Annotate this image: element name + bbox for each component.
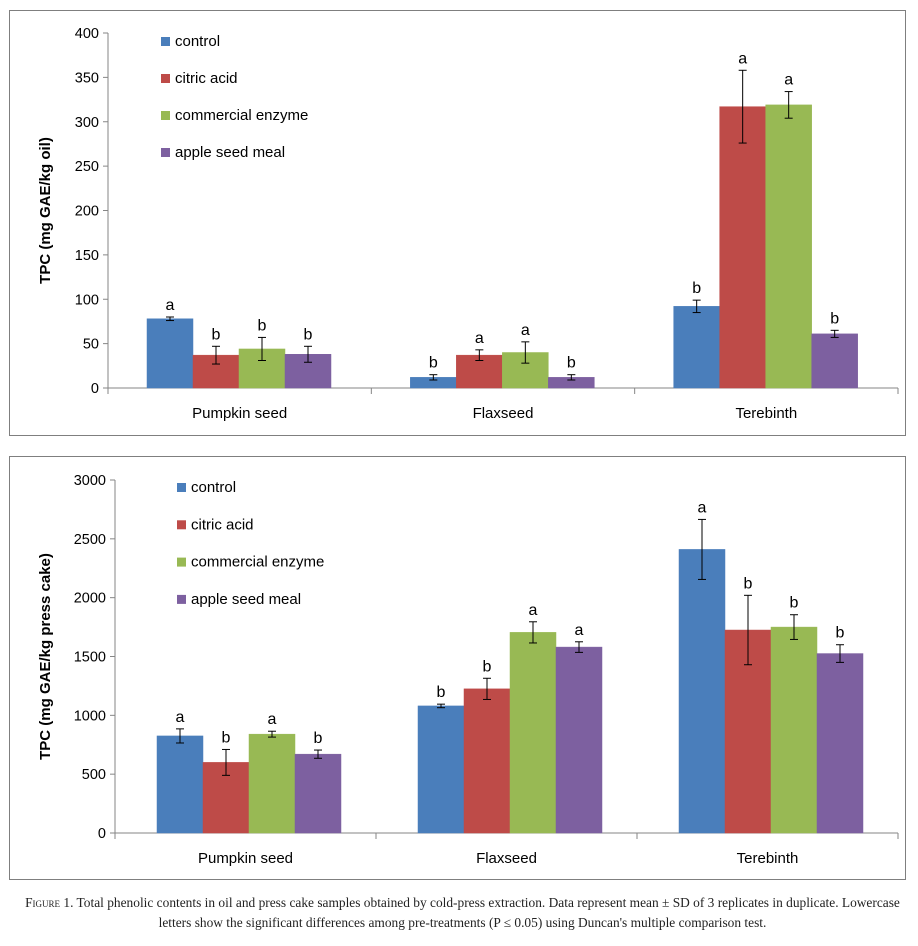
y-axis-label: TPC (mg GAE/kg oil)	[37, 137, 54, 284]
y-tick-label: 0	[91, 381, 99, 397]
legend-label-apple-seed-meal: apple seed meal	[191, 591, 301, 608]
significance-letter: b	[483, 658, 492, 675]
y-tick-label: 300	[75, 115, 99, 131]
significance-letter: a	[738, 50, 747, 67]
bar-terebinth-citric-acid	[719, 106, 766, 389]
oil-tpc-chart: 0 50 100 150 200 250 300 350 400 TPC (mg GAE/kg o…	[37, 26, 899, 422]
caption-text: Total phenolic contents in oil and press…	[76, 895, 900, 930]
legend-swatch-commercial-enzyme	[161, 111, 170, 120]
press-cake-tpc-chart-panel: 0 500 1000 1500 2000 2500 3000 TPC (mg GAE/kg p…	[9, 456, 906, 880]
bar-terebinth-commercial-enzyme	[765, 104, 812, 389]
legend-swatch-citric-acid	[177, 520, 186, 530]
x-tick-label-flaxseed: Flaxseed	[476, 850, 537, 867]
significance-letter: a	[784, 72, 793, 89]
bar-terebinth-commercial-enzyme	[770, 626, 818, 834]
legend-label-citric-acid: citric acid	[191, 516, 254, 533]
significance-letter: b	[212, 326, 221, 343]
bar-pumpkin-seed-commercial-enzyme	[248, 733, 296, 834]
bar-pumpkin-seed-apple-seed-meal	[294, 753, 342, 834]
bar-terebinth-apple-seed-meal	[811, 333, 858, 389]
significance-letter: a	[575, 622, 584, 639]
significance-letter: b	[692, 280, 701, 297]
y-tick-label: 1000	[74, 708, 106, 724]
legend-label-apple-seed-meal: apple seed meal	[175, 144, 285, 161]
significance-letter: b	[222, 729, 231, 746]
significance-letter: b	[304, 326, 313, 343]
legend-label-control: control	[175, 33, 220, 50]
x-tick-label-pumpkin-seed: Pumpkin seed	[198, 850, 293, 867]
y-tick-label: 1500	[74, 650, 106, 666]
y-tick-label: 250	[75, 159, 99, 175]
y-tick-label: 0	[98, 826, 106, 842]
significance-letter: b	[567, 355, 576, 372]
legend-swatch-control	[161, 37, 170, 46]
bar-flaxseed-apple-seed-meal	[555, 646, 603, 834]
legend-swatch-apple-seed-meal	[161, 148, 170, 157]
significance-letter: a	[166, 297, 175, 314]
legend-label-citric-acid: citric acid	[175, 70, 238, 87]
significance-letter: a	[529, 602, 538, 619]
y-tick-label: 2500	[74, 532, 106, 548]
significance-letter: a	[521, 322, 530, 339]
significance-letter: b	[437, 684, 446, 701]
significance-letter: b	[836, 625, 845, 642]
y-tick-label: 2000	[74, 591, 106, 607]
legend-swatch-control	[177, 483, 186, 492]
bar-flaxseed-commercial-enzyme	[509, 632, 557, 834]
legend-swatch-citric-acid	[161, 74, 170, 83]
significance-letter: b	[790, 595, 799, 612]
x-tick-label-terebinth: Terebinth	[735, 405, 797, 422]
bar-pumpkin-seed-control	[156, 735, 204, 834]
y-tick-label: 400	[75, 26, 99, 42]
y-tick-label: 500	[82, 767, 106, 783]
significance-letter: b	[314, 730, 323, 747]
significance-letter: b	[830, 310, 839, 327]
x-tick-label-flaxseed: Flaxseed	[473, 405, 534, 422]
significance-letter: b	[429, 355, 438, 372]
legend-label-commercial-enzyme: commercial enzyme	[175, 107, 308, 124]
legend-swatch-commercial-enzyme	[177, 557, 186, 567]
bar-pumpkin-seed-control	[146, 318, 194, 389]
figure-label: Figure 1.	[25, 895, 74, 910]
significance-letter: a	[176, 709, 185, 726]
significance-letter: a	[475, 330, 484, 347]
x-tick-label-terebinth: Terebinth	[737, 850, 799, 867]
legend-label-control: control	[191, 479, 236, 496]
significance-letter: a	[698, 499, 707, 516]
press-cake-tpc-chart: 0 500 1000 1500 2000 2500 3000 TPC (mg GAE/kg p…	[37, 473, 899, 867]
significance-letter: b	[744, 575, 753, 592]
y-tick-label: 3000	[74, 473, 106, 489]
x-tick-label-pumpkin-seed: Pumpkin seed	[192, 405, 287, 422]
y-tick-label: 50	[83, 337, 99, 353]
y-tick-label: 350	[75, 70, 99, 86]
bar-terebinth-apple-seed-meal	[816, 653, 864, 834]
bar-flaxseed-control	[417, 705, 465, 834]
bar-terebinth-control	[673, 306, 720, 389]
bar-terebinth-control	[678, 549, 726, 834]
y-tick-label: 150	[75, 248, 99, 264]
significance-letter: b	[258, 317, 267, 334]
y-tick-label: 100	[75, 292, 99, 308]
bar-flaxseed-citric-acid	[463, 688, 511, 834]
y-tick-label: 200	[75, 204, 99, 220]
oil-tpc-chart-panel: 0 50 100 150 200 250 300 350 400 TPC (mg GAE/kg o…	[9, 10, 906, 436]
significance-letter: a	[268, 711, 277, 728]
legend-label-commercial-enzyme: commercial enzyme	[191, 554, 324, 571]
figure-caption: Figure 1. Total phenolic contents in oil…	[20, 893, 905, 933]
legend-swatch-apple-seed-meal	[177, 594, 186, 604]
y-axis-label: TPC (mg GAE/kg press cake)	[37, 553, 54, 760]
